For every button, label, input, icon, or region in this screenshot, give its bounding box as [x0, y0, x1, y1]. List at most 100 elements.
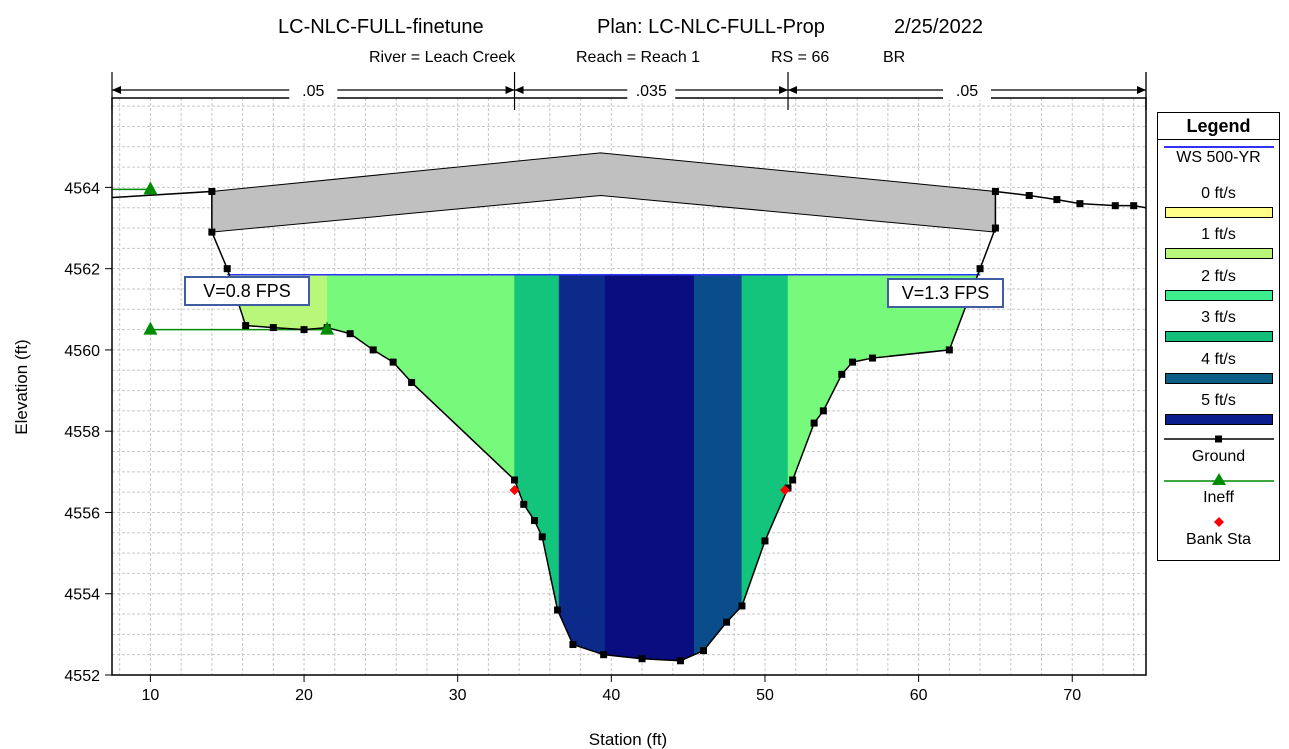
legend-label: 2 ft/s: [1201, 267, 1236, 285]
axes: 10 20 30 40 50 60 70 4552 4554 4556 4558 4560 4562 45…: [64, 97, 1147, 704]
ground-point: [838, 370, 846, 378]
x-tick-label: 70: [1063, 687, 1081, 704]
ground-point: [676, 657, 684, 665]
legend-symbol: [1164, 248, 1273, 259]
legend-symbol: [1213, 516, 1224, 527]
ground-point: [208, 187, 216, 195]
y-tick-label: 4560: [64, 343, 100, 360]
ground-point: [1025, 192, 1033, 200]
legend-symbol: [1163, 473, 1274, 485]
y-tick-label: 4552: [64, 668, 100, 685]
legend-symbol: [1164, 331, 1273, 342]
y-tick-label: 4564: [64, 180, 100, 197]
chart-title-plan: Plan: LC-NLC-FULL-Prop: [597, 16, 825, 38]
legend-item: Ineff: [1158, 472, 1279, 514]
ground-line: [111, 190, 1147, 662]
legend-symbol: [1164, 289, 1273, 301]
ground-point: [269, 324, 277, 332]
legend-symbol: [1164, 372, 1273, 384]
bank-station-marker: [779, 485, 790, 496]
velocity-band: [604, 274, 695, 662]
velocity-band: [741, 274, 789, 607]
ground-point: [784, 484, 792, 492]
ground-point: [945, 346, 953, 354]
legend-bank-marker: [1213, 516, 1224, 527]
ground-point: [810, 419, 818, 427]
ground-point: [554, 606, 562, 614]
legend-label: 1 ft/s: [1201, 226, 1236, 243]
legend-item: 2 ft/s: [1158, 265, 1279, 307]
mannings-label-bg: [627, 80, 676, 100]
ground-point: [1111, 202, 1119, 210]
velocity-band: [694, 274, 743, 656]
subtitle-rs: RS = 66: [771, 49, 829, 66]
ground-point: [531, 517, 539, 525]
y-tick-label: 4558: [64, 424, 100, 441]
ground-point: [761, 537, 769, 545]
ground-point: [538, 533, 546, 541]
x-tick-label: 20: [295, 687, 313, 704]
ground-point: [638, 655, 646, 663]
legend-item: Bank Sta: [1158, 514, 1279, 556]
mannings-label: .035: [636, 83, 667, 100]
legend-ineff-marker: [1211, 473, 1226, 485]
velocity-label-left: V=0.8 FPS: [184, 276, 310, 306]
ineff-marker: [320, 321, 335, 335]
ground-point: [849, 358, 857, 366]
legend-items: WS 500-YR 0 ft/s 1 ft/s 2 ft/s 3 ft/s 4 ft/s 5…: [1158, 140, 1279, 555]
legend-label: WS 500-YR: [1176, 149, 1261, 166]
ineff-marker: [143, 321, 158, 335]
subtitle-river: River = Leach Creek: [369, 49, 516, 66]
ground-point: [389, 358, 397, 366]
ground-point: [569, 641, 577, 649]
velocity-label-right: V=1.3 FPS: [887, 278, 1004, 308]
legend-ground-point: [1214, 435, 1222, 442]
legend-label: Bank Sta: [1186, 530, 1251, 548]
ground-point: [1130, 202, 1138, 210]
legend-item: 4 ft/s: [1158, 348, 1279, 390]
ground-point: [819, 407, 827, 415]
mannings-arrow: [505, 86, 515, 94]
velocity-band: [326, 274, 515, 481]
ground-point: [991, 224, 999, 232]
ground-point: [976, 265, 984, 273]
ground-point: [991, 187, 999, 195]
mannings-arrow: [514, 86, 524, 94]
x-tick-label: 40: [602, 687, 620, 704]
legend-item: WS 500-YR: [1158, 140, 1279, 182]
chart-title-left: LC-NLC-FULL-finetune: [278, 16, 484, 38]
legend-label: Ineff: [1203, 489, 1234, 506]
ground-point: [223, 265, 231, 273]
legend-item: 0 ft/s: [1158, 182, 1279, 224]
ground-point: [1076, 200, 1084, 208]
ground-point: [242, 322, 250, 330]
ground-point: [869, 354, 877, 362]
ground-point: [300, 326, 308, 334]
ground-point: [738, 602, 746, 610]
mannings-arrow: [788, 86, 798, 94]
ground-point: [208, 228, 216, 236]
legend-item: 3 ft/s: [1158, 306, 1279, 348]
subtitle-br: BR: [883, 49, 905, 66]
legend-symbol: [1164, 206, 1273, 218]
legend-title: Legend: [1158, 113, 1279, 140]
legend-item: 5 ft/s: [1158, 389, 1279, 431]
ground-point: [723, 618, 731, 626]
subtitle-reach: Reach = Reach 1: [576, 49, 700, 66]
ground-point: [346, 330, 354, 338]
x-tick-label: 10: [142, 687, 160, 704]
x-tick-label: 60: [910, 687, 928, 704]
velocity-band: [514, 274, 560, 614]
y-tick-label: 4556: [64, 505, 100, 522]
mannings-label-bg: [943, 80, 992, 100]
legend-label: 3 ft/s: [1201, 309, 1236, 326]
x-axis-label: Station (ft): [589, 730, 667, 749]
y-tick-label: 4554: [64, 587, 100, 604]
ground-point: [520, 500, 528, 508]
legend-label: 0 ft/s: [1201, 184, 1236, 202]
chart-markers: [143, 181, 1138, 665]
legend-symbol: [1163, 146, 1274, 148]
mannings-label: .05: [302, 83, 324, 100]
velocity-label-right-text: V=1.3 FPS: [901, 283, 990, 303]
